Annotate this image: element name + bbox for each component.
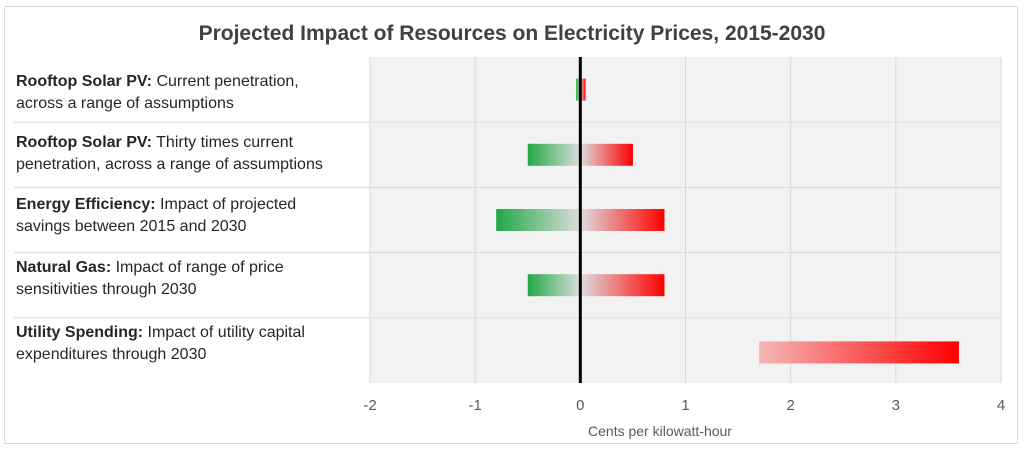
category-label-bold: Energy Efficiency:: [16, 196, 156, 213]
category-label: Energy Efficiency: Impact of projected s…: [16, 194, 361, 238]
bar-increase: [580, 274, 665, 297]
x-tick-label: -2: [363, 397, 376, 414]
bar-increase: [759, 341, 959, 364]
category-label-bold: Rooftop Solar PV:: [16, 134, 152, 151]
category-label-line2: expenditures through 2030: [16, 346, 207, 363]
category-label-bold: Utility Spending:: [16, 324, 144, 341]
bar-decrease: [527, 143, 581, 166]
category-label: Natural Gas: Impact of range of price se…: [16, 257, 361, 301]
category-label-line2: savings between 2015 and 2030: [16, 218, 247, 235]
x-tick-label: 3: [892, 397, 900, 414]
x-tick-label: 2: [786, 397, 794, 414]
category-label-line1: Thirty times current: [152, 134, 294, 151]
category-label-line2: penetration, across a range of assumptio…: [16, 156, 323, 173]
category-label-line1: Impact of range of price: [111, 259, 284, 276]
chart-title: Projected Impact of Resources on Electri…: [198, 22, 826, 45]
category-label: Rooftop Solar PV: Current penetration, a…: [16, 71, 361, 115]
x-tick-label: -1: [468, 397, 481, 414]
category-label-line1: Current penetration,: [152, 73, 299, 90]
bar-decrease: [496, 209, 581, 231]
bar-increase: [580, 143, 633, 166]
category-label-bold: Rooftop Solar PV:: [16, 73, 152, 90]
x-tick-label: 1: [681, 397, 689, 414]
category-label: Utility Spending: Impact of utility capi…: [16, 322, 361, 366]
category-label-line2: across a range of assumptions: [16, 95, 234, 112]
category-label-line1: Impact of utility capital: [143, 324, 305, 341]
x-tick-label: 0: [576, 397, 584, 414]
x-tick-label: 4: [997, 397, 1005, 414]
category-label-line1: Impact of projected: [155, 196, 297, 213]
bar-increase: [580, 78, 586, 101]
category-label-line2: sensitivities through 2030: [16, 281, 197, 298]
bar-decrease: [576, 78, 581, 101]
category-label-bold: Natural Gas:: [16, 259, 112, 276]
bar-increase: [580, 209, 665, 231]
category-label: Rooftop Solar PV: Thirty times current p…: [16, 132, 361, 176]
x-axis-label: Cents per kilowatt-hour: [588, 423, 732, 439]
bar-decrease: [527, 274, 581, 297]
